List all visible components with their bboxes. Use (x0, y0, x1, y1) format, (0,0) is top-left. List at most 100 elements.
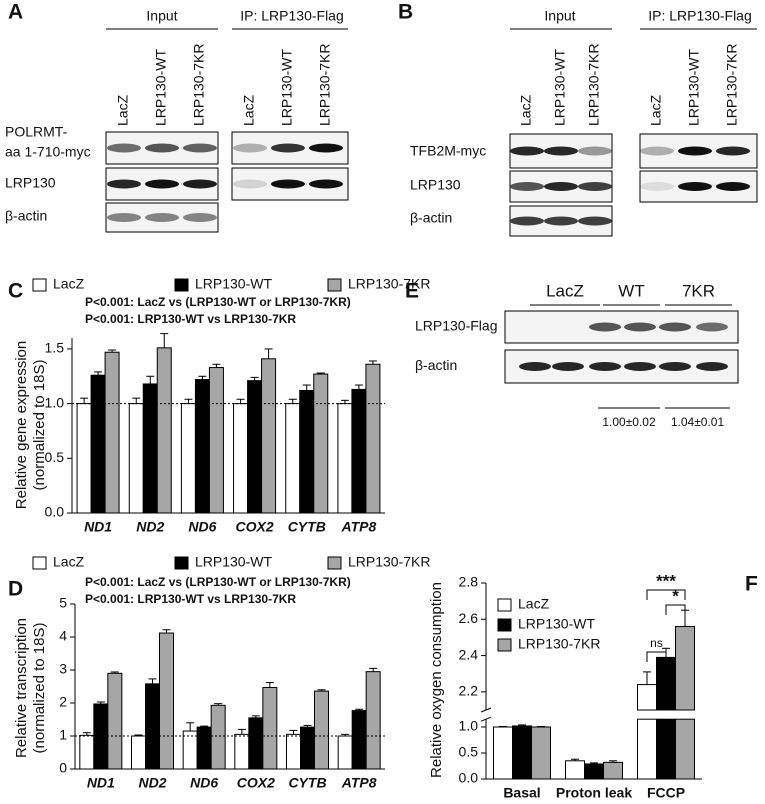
legend-swatch (497, 618, 512, 632)
lane-label: LRP130-7KR (586, 44, 602, 127)
row-label: LRP130-Flag (415, 318, 498, 334)
panel-letter: A (8, 1, 23, 24)
y-axis-label: Relative gene expression (13, 341, 30, 509)
bar (493, 726, 513, 780)
row-label: β-actin (5, 208, 47, 224)
bar (194, 379, 210, 514)
y-axis-label: Relative oxygen consumption (428, 582, 445, 778)
legend-swatch (497, 638, 512, 652)
bar (208, 367, 224, 514)
group-title: Input (544, 8, 575, 24)
significance-bracket (646, 651, 667, 662)
bar (603, 761, 623, 780)
bar (180, 403, 196, 514)
bar (159, 632, 174, 770)
lane-label: LRP130-WT (279, 49, 295, 126)
band (678, 182, 712, 191)
lane-label: LacZ (241, 94, 257, 126)
bar (351, 710, 367, 770)
lane-label: LRP130-7KR (317, 44, 333, 127)
legend-label: LRP130-WT (518, 616, 595, 632)
bar (314, 690, 329, 770)
x-tick-label: Proton leak (556, 785, 632, 801)
group-label: LacZ (546, 281, 584, 300)
bar (233, 403, 249, 514)
lane-label: LacZ (518, 94, 534, 126)
x-tick-label: COX2 (237, 775, 275, 791)
band (271, 179, 305, 189)
quantification: 1.04±0.01 (671, 415, 725, 429)
bar (584, 763, 604, 780)
bar (351, 388, 367, 514)
x-tick-label: ATP8 (341, 775, 377, 791)
x-tick-label: ATP8 (341, 519, 377, 535)
band (716, 182, 750, 191)
band (552, 362, 584, 371)
band (271, 143, 305, 153)
bar (531, 726, 551, 780)
bar (131, 735, 146, 770)
legend-swatch (327, 278, 342, 292)
bar (512, 725, 532, 780)
band (624, 322, 656, 332)
y-tick-label: 2.8 (459, 574, 479, 590)
annotation: P<0.001: LRP130-WT vs LRP130-7KR (85, 312, 296, 326)
bar (248, 717, 264, 770)
x-tick-label: ND6 (190, 775, 218, 791)
bar (286, 733, 301, 770)
band (510, 146, 544, 156)
y-tick-label: 0.5 (45, 449, 65, 465)
bar (675, 718, 695, 780)
annotation: P<0.001: LacZ vs (LRP130-WT or LRP130-7K… (85, 295, 351, 309)
lane-label: LacZ (648, 94, 664, 126)
bar (285, 403, 301, 514)
band (233, 179, 267, 189)
significance-bracket (646, 589, 686, 600)
band (578, 146, 612, 156)
bar (262, 686, 278, 770)
y-tick-label: 3 (59, 661, 67, 677)
band (589, 322, 621, 332)
bar (365, 363, 381, 514)
group-label: WT (618, 281, 644, 300)
y-tick-label: 5 (59, 595, 67, 611)
bar (76, 403, 92, 514)
bar (247, 380, 263, 514)
bar (637, 718, 657, 780)
row-label: β-actin (415, 357, 457, 373)
row-label: POLRMT- (5, 124, 68, 140)
legend-label: LRP130-7KR (348, 554, 431, 570)
band (510, 182, 544, 191)
legend-label: LRP130-7KR (348, 276, 431, 292)
group-title: IP: LRP130-Flag (648, 8, 752, 24)
significance-label: ns (650, 636, 663, 650)
bar (145, 683, 160, 770)
lane-label: LRP130-7KR (191, 44, 207, 127)
x-tick-label: ND1 (87, 775, 115, 791)
lane-label: LacZ (115, 94, 131, 126)
band (145, 213, 179, 222)
x-tick-label: FCCP (647, 785, 685, 801)
band (696, 322, 728, 332)
y-tick-label: 4 (59, 628, 67, 644)
legend-label: LRP130-WT (195, 276, 272, 292)
band (107, 179, 141, 189)
bar (337, 735, 353, 770)
bar (675, 626, 695, 711)
band (640, 146, 674, 156)
legend-swatch (32, 556, 47, 570)
bar (182, 730, 198, 770)
y-axis-label: (normalized to 18S) (31, 360, 48, 491)
bar (337, 403, 353, 514)
panel-letter: B (398, 1, 413, 24)
y-tick-label: 1 (59, 727, 67, 743)
y-tick-label: 0.5 (459, 744, 479, 760)
band (183, 143, 217, 153)
bar (656, 718, 676, 780)
legend-label: LacZ (518, 596, 550, 612)
legend-label: LacZ (53, 276, 85, 292)
band (589, 362, 621, 371)
bar (79, 734, 95, 770)
band (519, 362, 551, 371)
